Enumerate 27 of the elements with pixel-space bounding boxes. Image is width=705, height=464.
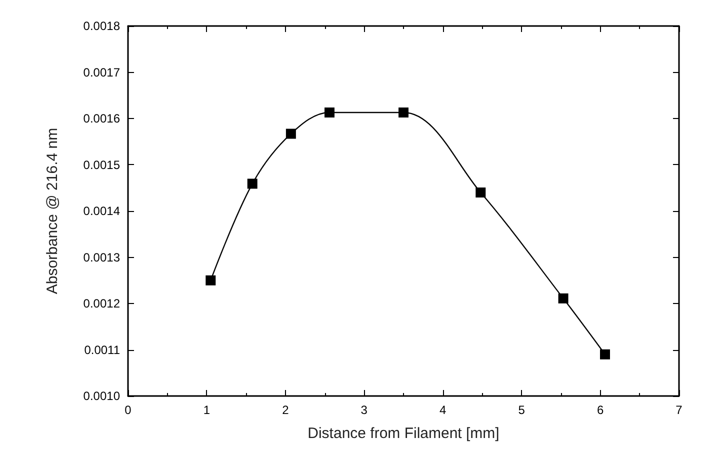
- point: [600, 349, 610, 360]
- y-tick-label: 0.0012: [83, 296, 120, 310]
- point: [558, 293, 568, 304]
- x-tick-label: 2: [282, 403, 290, 417]
- x-tick-label: 5: [518, 403, 526, 417]
- x-tick-label: 4: [440, 403, 447, 417]
- x-tick-label: 1: [203, 403, 210, 417]
- x-tick-label: 6: [596, 403, 604, 417]
- y-tick-label: 0.0013: [83, 250, 120, 264]
- y-axis-title: Absorbance @ 216.4 nm: [44, 128, 61, 294]
- x-tick-label: 0: [124, 403, 132, 417]
- y-tick-label: 0.0011: [84, 342, 120, 357]
- point: [286, 128, 296, 139]
- point: [247, 178, 258, 189]
- y-tick-label: 0.0010: [83, 389, 120, 403]
- y-tick-label: 0.0014: [83, 204, 120, 218]
- y-tick-label: 0.0018: [83, 19, 120, 33]
- point: [206, 275, 216, 286]
- point: [324, 107, 335, 118]
- x-tick-label: 7: [676, 403, 683, 417]
- x-axis-title: Distance from Filament [mm]: [308, 425, 500, 442]
- y-tick-label: 0.0017: [83, 65, 120, 80]
- y-tick-label: 0.0015: [83, 158, 120, 172]
- point: [476, 188, 486, 198]
- point: [398, 107, 408, 118]
- x-tick-label: 3: [360, 403, 368, 417]
- y-tick-label: 0.0016: [83, 112, 120, 126]
